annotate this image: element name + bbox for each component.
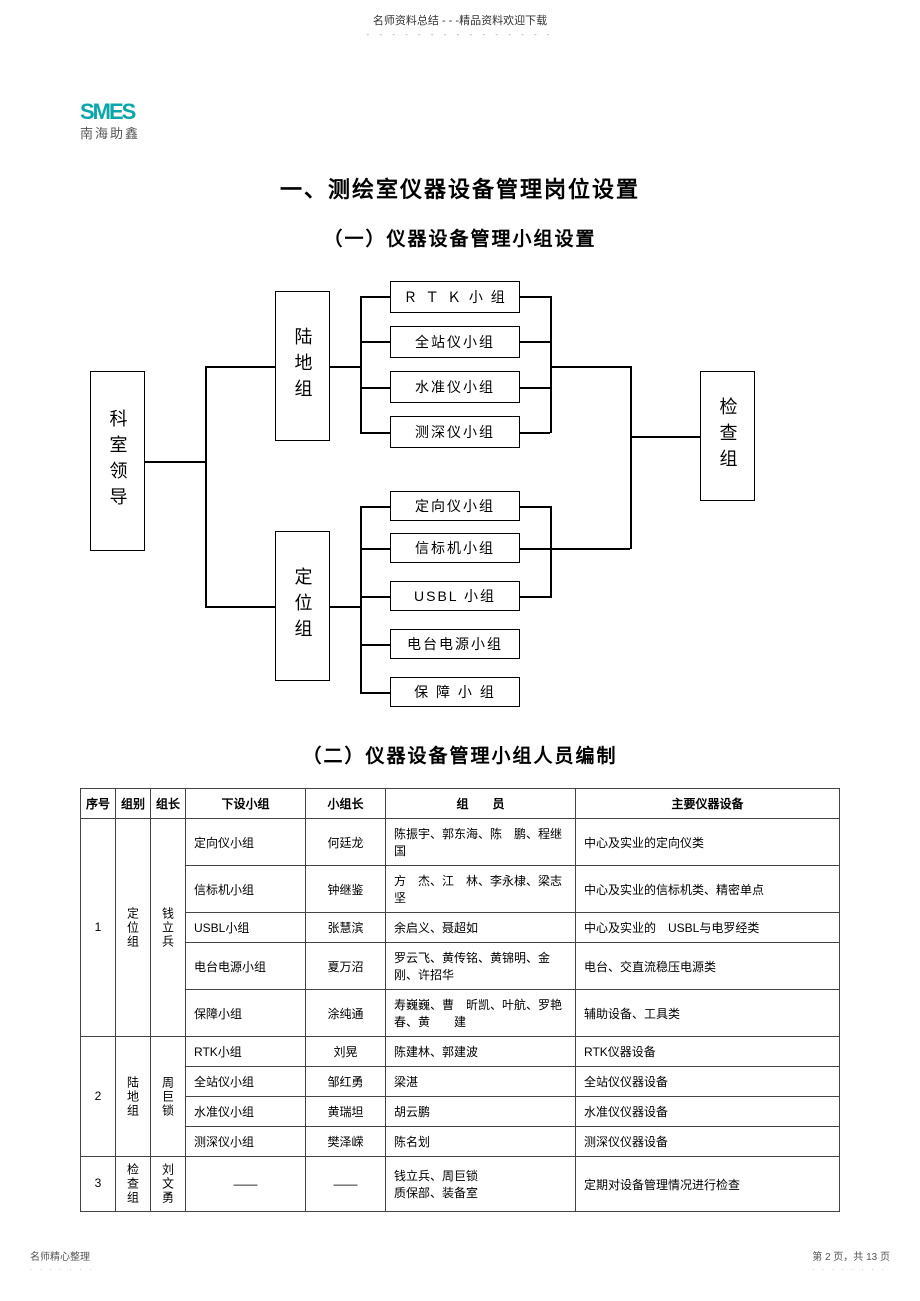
cell-members: 方 杰、江 林、李永棣、梁志坚 <box>386 866 576 913</box>
cell-sublead: 何廷龙 <box>306 819 386 866</box>
cell-sub: USBL小组 <box>186 913 306 943</box>
cell-members: 梁湛 <box>386 1067 576 1097</box>
footer-left-dots: . . . . . . . <box>30 1265 94 1272</box>
cell-leader: 钱立兵 <box>151 819 186 1037</box>
cell-sub: 测深仪小组 <box>186 1127 306 1157</box>
org-check-group: 检查组 <box>700 371 755 501</box>
th-group: 组别 <box>116 789 151 819</box>
cell-sublead: 夏万沼 <box>306 943 386 990</box>
th-leader: 组长 <box>151 789 186 819</box>
cell-equip: 全站仪仪器设备 <box>576 1067 840 1097</box>
cell-group: 陆地组 <box>116 1037 151 1157</box>
cell-members: 罗云飞、黄传铭、黄锦明、金 刚、许招华 <box>386 943 576 990</box>
org-chart: 科室领导 陆地组 定位组 检查组 Ｒ Ｔ Ｋ 小 组 全站仪小组 水准仪小组 测… <box>80 271 840 731</box>
table-row: 电台电源小组 夏万沼 罗云飞、黄传铭、黄锦明、金 刚、许招华 电台、交直流稳压电… <box>81 943 840 990</box>
cell-leader: 周巨锁 <box>151 1037 186 1157</box>
footer-right-text: 第 2 页，共 13 页 <box>812 1252 890 1263</box>
cell-sub: 电台电源小组 <box>186 943 306 990</box>
cell-equip: 测深仪仪器设备 <box>576 1127 840 1157</box>
cell-equip: 定期对设备管理情况进行检查 <box>576 1157 840 1212</box>
cell-equip: 电台、交直流稳压电源类 <box>576 943 840 990</box>
cell-sublead: 黄瑞坦 <box>306 1097 386 1127</box>
footer-right: 第 2 页，共 13 页 . . . . . . . . <box>812 1248 890 1272</box>
cell-idx: 1 <box>81 819 116 1037</box>
table-row: 保障小组 涂纯通 寿巍巍、曹 昕凯、叶航、罗艳春、黄 建 辅助设备、工具类 <box>81 990 840 1037</box>
org-depth: 测深仪小组 <box>390 416 520 448</box>
cell-idx: 3 <box>81 1157 116 1212</box>
cell-members: 陈名划 <box>386 1127 576 1157</box>
page-header-dots: - - - - - - - - - - - - - - - <box>0 30 920 39</box>
cell-members: 陈建林、郭建波 <box>386 1037 576 1067</box>
cell-sub: 定向仪小组 <box>186 819 306 866</box>
sub-title-2: （二）仪器设备管理小组人员编制 <box>0 741 920 768</box>
org-beacon: 信标机小组 <box>390 533 520 563</box>
footer-left: 名师精心整理 . . . . . . . <box>30 1248 94 1272</box>
table-row: 3 检查组 刘文勇 —— —— 钱立兵、周巨锁 质保部、装备室 定期对设备管理情… <box>81 1157 840 1212</box>
org-totalstation: 全站仪小组 <box>390 326 520 358</box>
cell-equip: 辅助设备、工具类 <box>576 990 840 1037</box>
th-idx: 序号 <box>81 789 116 819</box>
logo-line1: SMES <box>80 99 190 125</box>
table-header-row: 序号 组别 组长 下设小组 小组长 组 员 主要仪器设备 <box>81 789 840 819</box>
cell-sub: 信标机小组 <box>186 866 306 913</box>
cell-sublead: 张慧滨 <box>306 913 386 943</box>
cell-members: 余启义、聂超如 <box>386 913 576 943</box>
org-usbl: USBL 小组 <box>390 581 520 611</box>
table-row: 全站仪小组 邹红勇 梁湛 全站仪仪器设备 <box>81 1067 840 1097</box>
staff-table-wrap: 序号 组别 组长 下设小组 小组长 组 员 主要仪器设备 1 定位组 钱立兵 定… <box>80 788 840 1212</box>
org-position-group: 定位组 <box>275 531 330 681</box>
table-row: USBL小组 张慧滨 余启义、聂超如 中心及实业的 USBL与电罗经类 <box>81 913 840 943</box>
page-header-text: 名师资料总结 - - -精品资料欢迎下载 <box>0 0 920 30</box>
cell-sublead: 樊泽嵘 <box>306 1127 386 1157</box>
cell-sublead: 刘晃 <box>306 1037 386 1067</box>
org-support: 保 障 小 组 <box>390 677 520 707</box>
table-row: 信标机小组 钟继鉴 方 杰、江 林、李永棣、梁志坚 中心及实业的信标机类、精密单… <box>81 866 840 913</box>
cell-sublead: —— <box>306 1157 386 1212</box>
cell-sub: 保障小组 <box>186 990 306 1037</box>
footer-left-text: 名师精心整理 <box>30 1252 90 1263</box>
cell-sub: RTK小组 <box>186 1037 306 1067</box>
cell-idx: 2 <box>81 1037 116 1157</box>
th-members: 组 员 <box>386 789 576 819</box>
cell-members: 钱立兵、周巨锁 质保部、装备室 <box>386 1157 576 1212</box>
cell-members: 寿巍巍、曹 昕凯、叶航、罗艳春、黄 建 <box>386 990 576 1037</box>
cell-equip: 水准仪仪器设备 <box>576 1097 840 1127</box>
cell-members: 胡云鹏 <box>386 1097 576 1127</box>
cell-group: 定位组 <box>116 819 151 1037</box>
org-radio: 电台电源小组 <box>390 629 520 659</box>
org-rtk: Ｒ Ｔ Ｋ 小 组 <box>390 281 520 313</box>
org-level: 水准仪小组 <box>390 371 520 403</box>
th-equip: 主要仪器设备 <box>576 789 840 819</box>
cell-equip: RTK仪器设备 <box>576 1037 840 1067</box>
cell-sublead: 涂纯通 <box>306 990 386 1037</box>
cell-sublead: 邹红勇 <box>306 1067 386 1097</box>
th-sublead: 小组长 <box>306 789 386 819</box>
table-row: 水准仪小组 黄瑞坦 胡云鹏 水准仪仪器设备 <box>81 1097 840 1127</box>
cell-sub: 水准仪小组 <box>186 1097 306 1127</box>
org-root: 科室领导 <box>90 371 145 551</box>
table-row: 1 定位组 钱立兵 定向仪小组 何廷龙 陈振宇、郭东海、陈 鹏、程继国 中心及实… <box>81 819 840 866</box>
staff-table: 序号 组别 组长 下设小组 小组长 组 员 主要仪器设备 1 定位组 钱立兵 定… <box>80 788 840 1212</box>
cell-sub: 全站仪小组 <box>186 1067 306 1097</box>
cell-sub: —— <box>186 1157 306 1212</box>
cell-sublead: 钟继鉴 <box>306 866 386 913</box>
cell-equip: 中心及实业的 USBL与电罗经类 <box>576 913 840 943</box>
logo: SMES 南海助鑫 <box>80 99 190 142</box>
cell-members: 陈振宇、郭东海、陈 鹏、程继国 <box>386 819 576 866</box>
th-sub: 下设小组 <box>186 789 306 819</box>
footer-right-dots: . . . . . . . . <box>812 1265 890 1272</box>
cell-equip: 中心及实业的定向仪类 <box>576 819 840 866</box>
sub-title-1: （一）仪器设备管理小组设置 <box>0 224 920 251</box>
cell-equip: 中心及实业的信标机类、精密单点 <box>576 866 840 913</box>
cell-group: 检查组 <box>116 1157 151 1212</box>
main-title: 一、测绘室仪器设备管理岗位设置 <box>0 172 920 204</box>
org-direction: 定向仪小组 <box>390 491 520 521</box>
table-row: 2 陆地组 周巨锁 RTK小组 刘晃 陈建林、郭建波 RTK仪器设备 <box>81 1037 840 1067</box>
logo-line2: 南海助鑫 <box>80 123 190 142</box>
org-land-group: 陆地组 <box>275 291 330 441</box>
table-row: 测深仪小组 樊泽嵘 陈名划 测深仪仪器设备 <box>81 1127 840 1157</box>
cell-leader: 刘文勇 <box>151 1157 186 1212</box>
